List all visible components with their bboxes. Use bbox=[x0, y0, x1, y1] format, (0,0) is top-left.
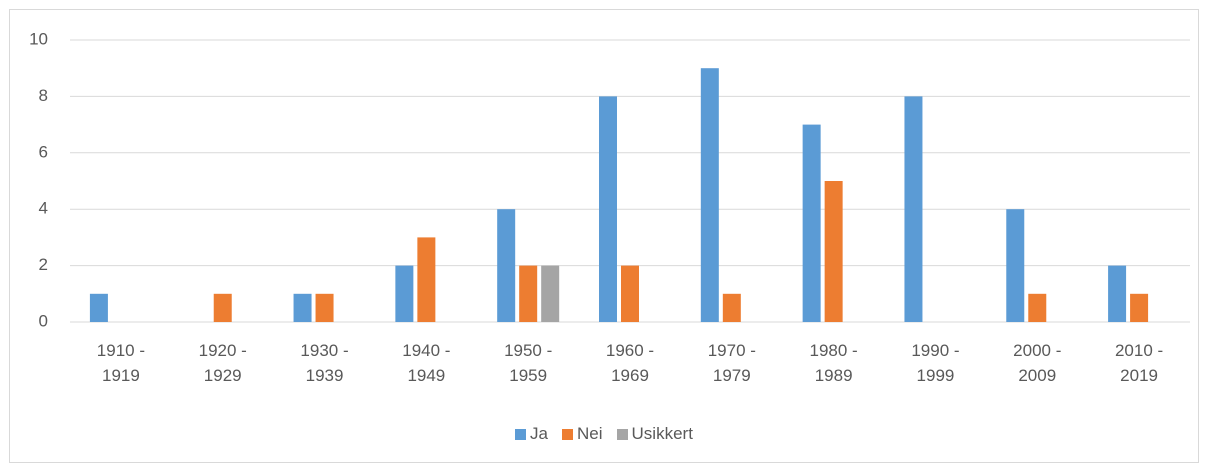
bar bbox=[1130, 293, 1149, 322]
bar bbox=[541, 265, 560, 322]
legend-item: Nei bbox=[562, 424, 603, 444]
legend-swatch bbox=[616, 428, 628, 440]
bar bbox=[519, 265, 538, 322]
bar bbox=[802, 124, 821, 322]
x-tick-label: 1990 - 1999 bbox=[911, 341, 960, 385]
x-tick-label: 1970 - 1979 bbox=[707, 341, 756, 385]
legend-label: Usikkert bbox=[631, 424, 693, 443]
x-tick-label: 2000 - 2009 bbox=[1013, 341, 1062, 385]
bar bbox=[1028, 293, 1047, 322]
bar bbox=[395, 265, 414, 322]
legend-label: Ja bbox=[530, 424, 549, 443]
legend-swatch bbox=[515, 428, 527, 440]
bar bbox=[599, 96, 617, 323]
bar bbox=[722, 293, 741, 322]
x-tick-label: 1980 - 1989 bbox=[809, 341, 858, 385]
x-tick-label: 1920 - 1929 bbox=[198, 341, 247, 385]
bar bbox=[824, 181, 843, 322]
y-tick-label: 2 bbox=[39, 255, 48, 274]
bar bbox=[315, 293, 334, 322]
y-tick-label: 0 bbox=[39, 311, 48, 330]
x-tick-label: 1930 - 1939 bbox=[300, 341, 349, 385]
legend-swatch bbox=[562, 428, 574, 440]
x-tick-label: 2010 - 2019 bbox=[1114, 341, 1164, 385]
x-tick-label: 1910 - 1919 bbox=[96, 341, 145, 385]
x-tick-label: 1960 - 1969 bbox=[605, 341, 655, 385]
bar bbox=[1006, 209, 1025, 322]
bar bbox=[700, 68, 719, 322]
bar bbox=[1108, 265, 1127, 322]
y-tick-label: 4 bbox=[39, 199, 48, 218]
bar bbox=[293, 293, 312, 322]
y-tick-label: 8 bbox=[39, 86, 48, 105]
legend: Ja Nei Usikkert bbox=[0, 424, 1208, 444]
legend-item: Ja bbox=[515, 424, 548, 444]
bar bbox=[904, 96, 923, 323]
bar bbox=[89, 293, 108, 322]
bar bbox=[213, 293, 232, 322]
bar bbox=[497, 209, 516, 322]
x-tick-label: 1950 - 1959 bbox=[504, 341, 553, 385]
y-tick-label: 6 bbox=[39, 142, 48, 161]
chart-frame bbox=[9, 9, 1199, 463]
bar bbox=[417, 237, 436, 322]
legend-label: Nei bbox=[577, 424, 603, 443]
bar bbox=[621, 265, 639, 322]
x-tick-label: 1940 - 1949 bbox=[402, 341, 451, 385]
legend-item: Usikkert bbox=[616, 424, 693, 444]
y-tick-label: 10 bbox=[29, 29, 48, 48]
